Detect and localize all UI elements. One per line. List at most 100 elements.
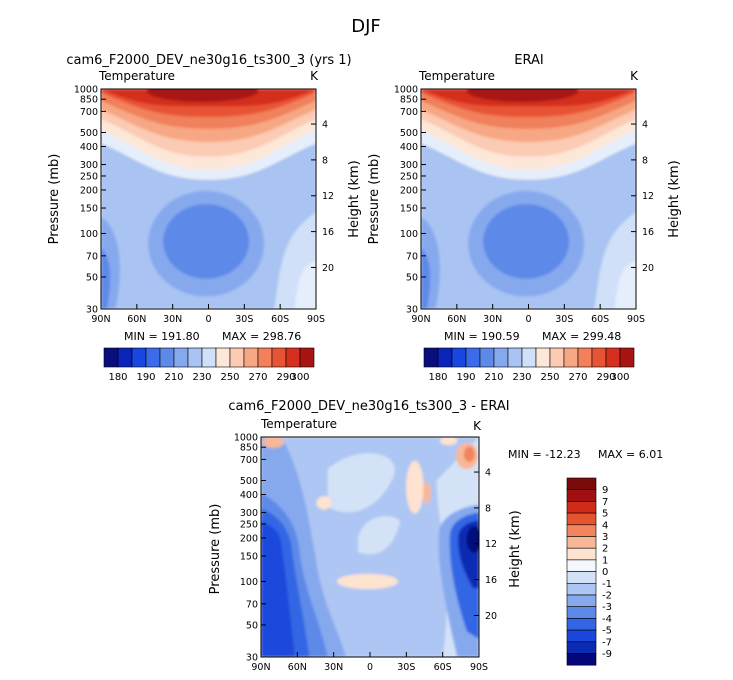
colorbar-box xyxy=(566,536,597,549)
y2-tick-label: 4 xyxy=(485,468,491,479)
colorbar-box-270 xyxy=(563,347,579,368)
colorbar-box xyxy=(566,582,597,596)
diff-level-fill-0 xyxy=(327,453,395,513)
level-fill-295 xyxy=(466,89,579,102)
panel-model-title: cam6_F2000_DEV_ne30g16_ts300_3 (yrs 1) xyxy=(66,53,351,68)
colorbar-label: 290 xyxy=(596,372,615,383)
level-fill-190 xyxy=(101,247,111,309)
y-tick-label: 700 xyxy=(400,107,418,118)
colorbar-label: -3 xyxy=(602,602,612,613)
colorbar-box-210 xyxy=(159,347,175,368)
colorbar-box-200 xyxy=(465,347,481,368)
panel-obs-title: ERAI xyxy=(514,53,543,68)
x-tick-label: 30N xyxy=(163,314,182,325)
panel-model-y2label: Height (km) xyxy=(347,160,362,237)
colorbar-label: 230 xyxy=(512,372,531,383)
y-tick-label: 850 xyxy=(400,95,418,106)
colorbar-box xyxy=(566,547,597,561)
x-tick-label: 0 xyxy=(205,314,211,325)
panel-diff-units: K xyxy=(473,419,482,433)
x-tick-label: 30S xyxy=(397,662,415,673)
panel-model-ylabel: Pressure (mb) xyxy=(47,154,62,245)
y2-tick-label: 16 xyxy=(322,227,334,238)
colorbar-label: 3 xyxy=(602,532,608,543)
colorbar-box xyxy=(566,524,597,537)
y-tick-label: 500 xyxy=(80,128,98,139)
x-tick-label: 0 xyxy=(525,314,531,325)
colorbar-box xyxy=(566,571,597,584)
y-tick-label: 250 xyxy=(80,171,98,182)
colorbar-box-185 xyxy=(117,347,133,368)
panel-obs-ylabel: Pressure (mb) xyxy=(367,154,382,245)
diff-level-fill-0 xyxy=(357,516,401,555)
colorbar-label: -1 xyxy=(602,579,612,590)
y-tick-label: 30 xyxy=(86,305,98,316)
panel-obs-y2label: Height (km) xyxy=(667,160,682,237)
colorbar-box-230 xyxy=(507,347,523,368)
colorbar-label: 270 xyxy=(568,372,587,383)
colorbar-box-200 xyxy=(145,347,161,368)
colorbar-label: -4 xyxy=(602,614,612,625)
panel-obs-max: MAX = 299.48 xyxy=(542,330,621,343)
colorbar-label: 210 xyxy=(164,372,183,383)
diff-level-fill-1 xyxy=(337,573,399,590)
x-tick-label: 0 xyxy=(367,662,373,673)
x-tick-label: 60S xyxy=(434,662,452,673)
colorbar-label: -9 xyxy=(602,649,612,660)
colorbar-box-280 xyxy=(577,347,593,368)
y-tick-label: 200 xyxy=(240,533,258,544)
colorbar-box xyxy=(566,477,597,490)
colorbar-box-250 xyxy=(535,347,551,368)
panel-model-field xyxy=(101,89,316,309)
panel-diff-min: MIN = -12.23 xyxy=(508,448,581,461)
colorbar-label: -5 xyxy=(602,626,612,637)
x-tick-label: 30N xyxy=(483,314,502,325)
colorbar-label: -7 xyxy=(602,637,612,648)
y-tick-label: 150 xyxy=(80,204,98,215)
colorbar-box-240 xyxy=(521,347,537,368)
level-fill-190 xyxy=(163,204,250,279)
y-tick-label: 850 xyxy=(80,95,98,106)
y-tick-label: 500 xyxy=(400,128,418,139)
panel-diff: cam6_F2000_DEV_ne30g16_ts300_3 - ERAI Te… xyxy=(208,399,663,673)
x-tick-label: 90S xyxy=(307,314,325,325)
y-tick-label: 200 xyxy=(400,185,418,196)
y-tick-label: 50 xyxy=(406,272,418,283)
colorbar-label: 300 xyxy=(290,372,309,383)
y2-tick-label: 12 xyxy=(485,539,497,550)
y-tick-label: 300 xyxy=(400,160,418,171)
y2-tick-label: 4 xyxy=(642,120,648,131)
colorbar-box xyxy=(566,618,597,631)
panel-model: cam6_F2000_DEV_ne30g16_ts300_3 (yrs 1) T… xyxy=(47,53,362,383)
colorbar-box-290 xyxy=(271,347,287,368)
y-tick-label: 200 xyxy=(80,185,98,196)
x-tick-label: 60N xyxy=(447,314,466,325)
colorbar-label: 270 xyxy=(248,372,267,383)
colorbar-label: 190 xyxy=(136,372,155,383)
colorbar-label: 9 xyxy=(602,485,608,496)
y-tick-label: 100 xyxy=(400,229,418,240)
colorbar-box-280 xyxy=(257,347,273,368)
colorbar-box-220 xyxy=(173,347,189,368)
panel-obs-field xyxy=(421,89,636,309)
colorbar-label: -2 xyxy=(602,591,612,602)
diff-level-fill-1 xyxy=(440,437,458,446)
y-tick-label: 70 xyxy=(86,251,98,262)
colorbar-box-240 xyxy=(201,347,217,368)
x-tick-label: 60N xyxy=(288,662,307,673)
colorbar-box xyxy=(566,489,597,502)
colorbar-label: 180 xyxy=(428,372,447,383)
diff-level-fill-1 xyxy=(406,460,424,514)
colorbar-label: 230 xyxy=(192,372,211,383)
panel-obs: ERAI Temperature K 305070100150200250300… xyxy=(367,53,682,383)
y-tick-label: 400 xyxy=(240,490,258,501)
level-fill-240 xyxy=(294,260,316,309)
colorbar-box-180 xyxy=(103,347,119,368)
page-title: DJF xyxy=(351,16,381,37)
y-tick-label: 100 xyxy=(240,577,258,588)
